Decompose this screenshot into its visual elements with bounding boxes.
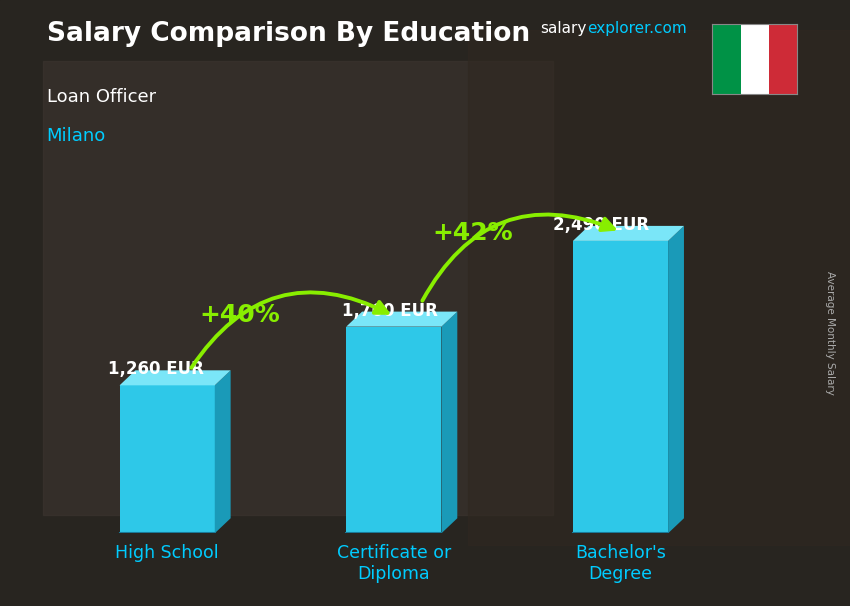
Text: salary: salary (540, 21, 586, 36)
Polygon shape (346, 311, 457, 327)
Polygon shape (441, 311, 457, 533)
Bar (712, 24, 740, 94)
Text: Average Monthly Salary: Average Monthly Salary (824, 271, 835, 395)
Text: Loan Officer: Loan Officer (47, 88, 156, 106)
Polygon shape (668, 226, 684, 533)
Polygon shape (215, 370, 230, 533)
Text: explorer.com: explorer.com (587, 21, 687, 36)
Bar (573, 241, 668, 533)
Text: 2,490 EUR: 2,490 EUR (552, 216, 649, 235)
Text: Milano: Milano (47, 127, 106, 145)
Text: Salary Comparison By Education: Salary Comparison By Education (47, 21, 530, 47)
Text: +42%: +42% (433, 221, 513, 245)
Bar (346, 327, 441, 533)
Text: 1,260 EUR: 1,260 EUR (108, 361, 204, 378)
Text: +40%: +40% (200, 303, 280, 327)
Bar (769, 24, 797, 94)
Bar (740, 24, 769, 94)
Text: 1,760 EUR: 1,760 EUR (342, 302, 438, 320)
Polygon shape (120, 370, 230, 385)
Bar (120, 385, 215, 533)
Polygon shape (573, 226, 684, 241)
